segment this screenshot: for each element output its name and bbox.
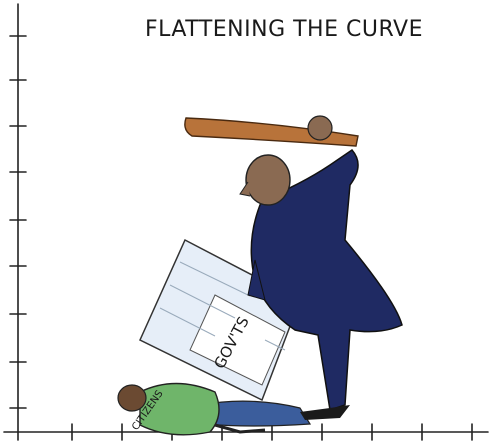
cartoon: FLATTENING THE CURVE CITIZENS	[0, 0, 490, 444]
cartoon-title: FLATTENING THE CURVE	[145, 17, 423, 42]
